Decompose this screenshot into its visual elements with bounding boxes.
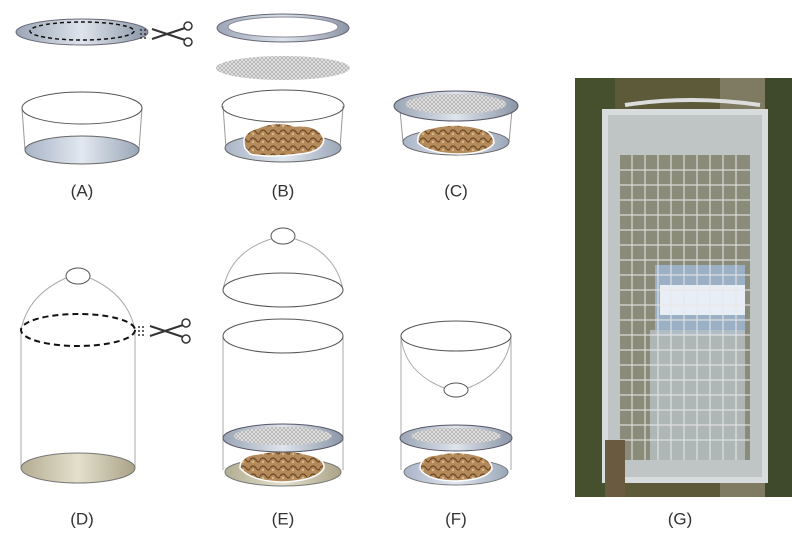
panel-label: (E) <box>272 509 295 528</box>
panel-f <box>399 320 513 486</box>
panel-a <box>15 18 193 165</box>
panel-label: (B) <box>272 181 295 200</box>
photo <box>575 78 792 497</box>
panel-e <box>222 227 344 487</box>
panel-b <box>216 13 350 163</box>
panel-c <box>393 90 519 156</box>
panel-label: (F) <box>445 509 467 528</box>
panel-label: (G) <box>668 509 693 528</box>
panel-label: (D) <box>70 509 94 528</box>
panel-d <box>20 267 191 484</box>
panel-label: (C) <box>444 181 468 200</box>
panel-label: (A) <box>71 181 94 200</box>
